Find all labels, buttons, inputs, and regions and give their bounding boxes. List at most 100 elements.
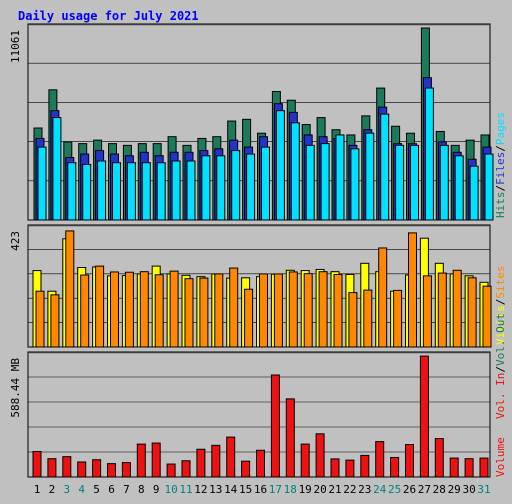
bar-sites-day-26 (408, 232, 417, 348)
bar-volume-day-22 (345, 459, 355, 478)
x-tick-label-day-10: 10 (164, 483, 177, 496)
bar-sites-day-27 (422, 275, 432, 348)
bar-pages-day-22 (350, 148, 360, 221)
bar-sites-day-28 (437, 272, 447, 348)
bar-pages-day-29 (454, 155, 464, 221)
bar-pages-day-6 (112, 162, 121, 221)
bar-volume-day-31 (479, 457, 489, 478)
bar-sites-day-21 (333, 273, 343, 348)
bar-sites-day-17 (273, 273, 283, 348)
x-tick-label-day-23: 23 (358, 483, 371, 496)
bar-volume-day-29 (449, 457, 459, 478)
bar-sites-day-5 (95, 265, 105, 348)
bar-volume-day-15 (241, 460, 251, 478)
legend-separator: / (494, 366, 507, 373)
bar-volume-day-28 (434, 438, 444, 478)
bar-pages-day-19 (305, 144, 315, 221)
bar-volume-day-6 (107, 463, 116, 478)
bar-volume-day-17 (270, 374, 280, 478)
bar-sites-day-13 (214, 273, 224, 348)
bar-sites-day-12 (199, 277, 209, 348)
bar-pages-day-2 (52, 117, 62, 221)
bar-sites-day-1 (35, 290, 45, 348)
bar-sites-day-23 (363, 289, 373, 348)
legend-separator: / (494, 185, 507, 192)
legend-item-files: Files (494, 152, 507, 185)
bar-volume-day-9 (151, 442, 161, 478)
bar-pages-day-9 (156, 162, 166, 221)
y-max-label: 588.44 MB (9, 358, 22, 418)
bar-volume-day-7 (121, 462, 131, 478)
x-tick-label-day-17: 17 (269, 483, 282, 496)
x-tick-label-day-12: 12 (194, 483, 207, 496)
bar-pages-day-14 (231, 150, 241, 221)
legend-item-visits: Visits (494, 305, 507, 345)
bar-volume-day-24 (375, 441, 385, 478)
legend-item-vol-in: Vol. In (494, 373, 507, 419)
bar-pages-day-8 (141, 162, 151, 221)
x-tick-label-day-14: 14 (224, 483, 238, 496)
bar-sites-day-9 (154, 274, 164, 348)
bar-volume-day-27 (419, 355, 429, 478)
bar-volume-day-14 (226, 436, 236, 478)
bar-pages-day-17 (275, 110, 285, 221)
bar-pages-day-28 (439, 144, 449, 221)
bar-sites-day-3 (65, 230, 75, 348)
x-tick-label-day-20: 20 (313, 483, 326, 496)
bar-volume-day-2 (47, 458, 57, 478)
bar-volume-day-1 (32, 451, 42, 478)
bar-volume-day-13 (211, 444, 221, 478)
x-tick-label-day-2: 2 (49, 483, 56, 496)
y-max-label: 423 (9, 231, 22, 251)
bar-sites-day-15 (244, 288, 254, 348)
bar-sites-day-2 (50, 294, 60, 348)
x-tick-label-day-26: 26 (403, 483, 416, 496)
panel-hits-files-pages: 11061 (9, 23, 494, 221)
bar-pages-day-13 (216, 155, 226, 221)
bar-pages-day-18 (290, 122, 300, 221)
bar-volume-day-3 (62, 456, 72, 478)
legend-separator: / (494, 145, 507, 152)
legend-volume: Volume (494, 437, 507, 477)
legend-separator: / (494, 299, 507, 306)
bar-sites-day-29 (452, 269, 462, 348)
bar-pages-day-26 (410, 144, 419, 221)
x-tick-label-day-3: 3 (63, 483, 70, 496)
bar-sites-day-18 (288, 271, 298, 348)
x-tick-label-day-16: 16 (254, 483, 267, 496)
legend-vol-in-out: Vol. In/Vol. Out (494, 313, 507, 419)
x-axis-labels: 1 2 3 4 5 6 7 8 9 10 11 12 13 14 15 16 17 18 19 20 21 22 23 24 2… (34, 483, 491, 496)
bar-volume-day-26 (405, 444, 414, 478)
legend-item-hits: Hits (494, 192, 507, 219)
bar-pages-day-25 (395, 144, 405, 221)
bar-volume-day-25 (390, 456, 400, 478)
legend-visits-sites: Visits/Sites (494, 266, 507, 346)
x-tick-label-day-19: 19 (299, 483, 312, 496)
x-tick-label-day-1: 1 (34, 483, 41, 496)
bar-pages-day-21 (335, 134, 345, 221)
bar-pages-day-20 (320, 143, 330, 221)
bar-sites-day-10 (169, 270, 179, 348)
bar-pages-day-5 (97, 160, 107, 221)
bar-volume-day-16 (256, 449, 265, 478)
x-tick-label-day-6: 6 (108, 483, 115, 496)
bar-volume-day-19 (300, 443, 310, 478)
x-tick-label-day-24: 24 (373, 483, 387, 496)
x-tick-label-day-4: 4 (78, 483, 85, 496)
legend-item-volume: Volume (494, 437, 507, 477)
bar-pages-day-30 (469, 165, 479, 221)
bar-sites-day-20 (318, 271, 328, 348)
x-tick-label-day-7: 7 (123, 483, 130, 496)
bar-pages-day-7 (126, 162, 136, 221)
bar-volume-day-10 (166, 463, 176, 478)
x-tick-label-day-8: 8 (138, 483, 145, 496)
bar-volume-day-4 (77, 461, 87, 478)
chart-title: Daily usage for July 2021 (18, 9, 199, 23)
bar-pages-day-3 (67, 162, 77, 221)
bar-volume-day-5 (92, 459, 102, 478)
bar-pages-day-12 (201, 155, 211, 221)
bar-pages-day-31 (484, 153, 494, 221)
bar-pages-day-16 (261, 146, 270, 221)
x-tick-label-day-25: 25 (388, 483, 401, 496)
